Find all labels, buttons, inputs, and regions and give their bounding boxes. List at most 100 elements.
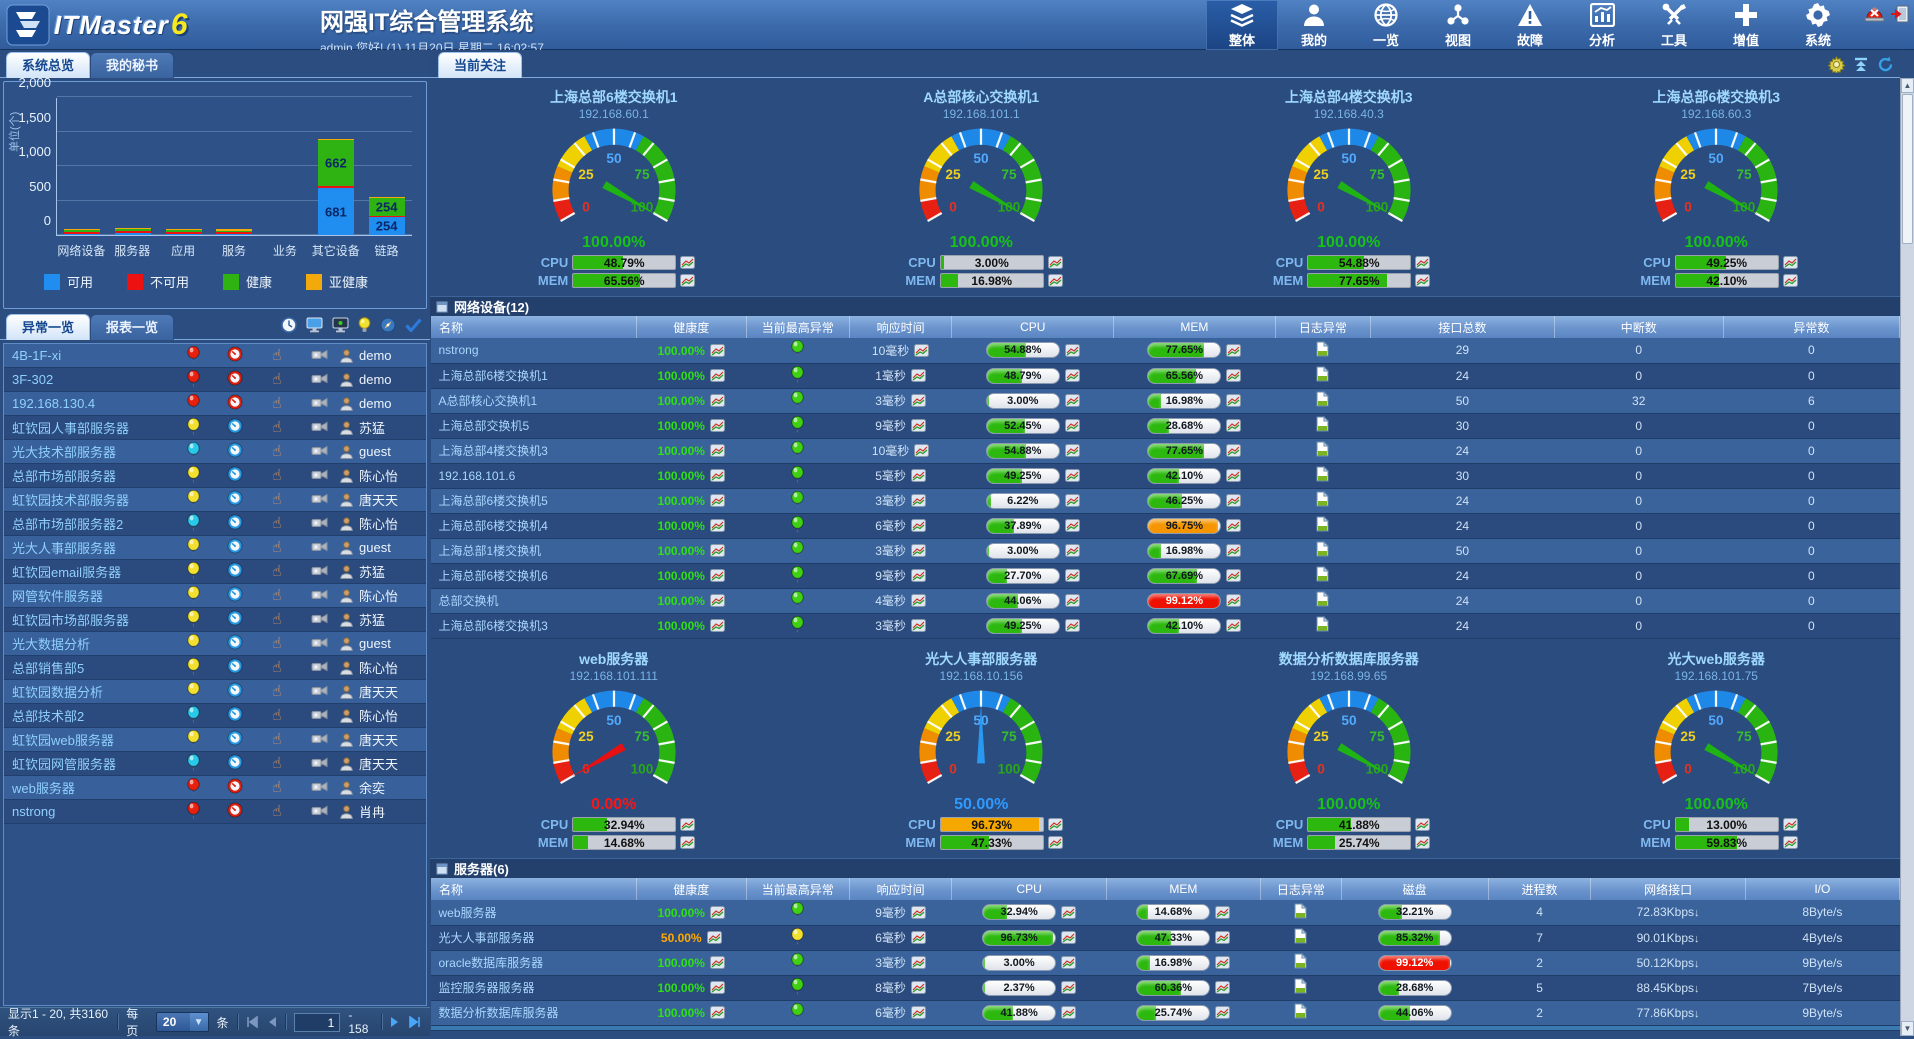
column-header[interactable]: 日志异常 (1275, 316, 1370, 338)
mini-chart-icon[interactable] (911, 544, 926, 557)
mini-chart-icon[interactable] (1783, 818, 1798, 831)
hand-pointer-icon[interactable]: ☝ (272, 395, 281, 412)
column-header[interactable]: 当前最高异常 (746, 878, 849, 900)
scroll-down-icon[interactable]: ▼ (1901, 1021, 1914, 1036)
collapse-icon[interactable] (1853, 57, 1869, 78)
mini-chart-icon[interactable] (1226, 519, 1241, 532)
abnormal-row[interactable]: 光大人事部服务器 ☝ guest (4, 536, 426, 560)
abnormal-row[interactable]: 光大数据分析 ☝ guest (4, 632, 426, 656)
abnormal-row[interactable]: 虹钦园技术部服务器 ☝ 唐天天 (4, 488, 426, 512)
device-name[interactable]: 总部技术部2 (4, 706, 172, 725)
network-device-row[interactable]: 上海总部交换机5 100.00% 9毫秒 52.45% 28.68% 30 0 … (431, 413, 1900, 438)
mini-gauge-icon[interactable] (227, 466, 243, 482)
log-document-icon[interactable] (1316, 541, 1329, 557)
abnormal-row[interactable]: 总部销售部5 ☝ 陈心怡 (4, 656, 426, 680)
per-page-select[interactable]: 20 ▼ (156, 1012, 209, 1032)
abnormal-row[interactable]: 4B-1F-xi ☝ demo (4, 344, 426, 368)
status-balloon-icon[interactable] (791, 566, 804, 583)
scroll-up-icon[interactable]: ▲ (1901, 78, 1914, 93)
mini-chart-icon[interactable] (710, 594, 725, 607)
log-document-icon[interactable] (1316, 516, 1329, 532)
hand-pointer-icon[interactable]: ☝ (272, 635, 281, 652)
device-name[interactable]: 上海总部6楼交换机5 (431, 488, 637, 513)
abnormal-row[interactable]: 虹钦园市场部服务器 ☝ 苏猛 (4, 608, 426, 632)
status-balloon-icon[interactable] (187, 346, 200, 363)
hand-pointer-icon[interactable]: ☝ (272, 659, 281, 676)
status-balloon-icon[interactable] (187, 730, 200, 747)
network-device-row[interactable]: 上海总部6楼交换机3 100.00% 3毫秒 49.25% 42.10% 24 … (431, 613, 1900, 638)
column-header[interactable]: MEM (1114, 316, 1276, 338)
nav-item-system[interactable]: 系统 (1782, 0, 1854, 50)
mini-chart-icon[interactable] (911, 594, 926, 607)
gauge-device-name[interactable]: 光大人事部服务器 (798, 642, 1166, 669)
device-name[interactable]: 4B-1F-xi (4, 348, 172, 363)
status-balloon-icon[interactable] (187, 490, 200, 507)
status-balloon-icon[interactable] (791, 441, 804, 458)
mini-chart-icon[interactable] (1226, 494, 1241, 507)
mini-chart-icon[interactable] (1065, 519, 1080, 532)
hand-pointer-icon[interactable]: ☝ (272, 611, 281, 628)
device-name[interactable]: oracle数据库服务器 (431, 950, 637, 975)
device-name[interactable]: 总部销售部5 (4, 658, 172, 677)
mini-gauge-icon[interactable] (227, 490, 243, 506)
column-header[interactable]: 当前最高异常 (746, 316, 849, 338)
alarm-icon[interactable] (1864, 4, 1885, 29)
status-balloon-icon[interactable] (187, 802, 200, 819)
hand-pointer-icon[interactable]: ☝ (272, 755, 281, 772)
device-name[interactable]: web服务器 (431, 900, 637, 925)
camera-icon[interactable] (311, 348, 328, 361)
mini-gauge-icon[interactable] (227, 730, 243, 746)
camera-icon[interactable] (311, 636, 328, 649)
column-header[interactable]: MEM (1106, 878, 1260, 900)
device-name[interactable]: 总部市场部服务器2 (4, 514, 172, 533)
camera-icon[interactable] (311, 780, 328, 793)
mini-chart-icon[interactable] (1226, 444, 1241, 457)
status-balloon-icon[interactable] (791, 978, 804, 995)
mini-chart-icon[interactable] (680, 818, 695, 831)
mini-chart-icon[interactable] (710, 906, 725, 919)
device-name[interactable]: 光大人事部服务器 (4, 538, 172, 557)
hand-pointer-icon[interactable]: ☝ (272, 491, 281, 508)
server-row[interactable]: web服务器 100.00% 9毫秒 32.94% 14.68% 32.21% … (431, 900, 1900, 925)
mini-chart-icon[interactable] (710, 1006, 725, 1019)
column-header[interactable]: 磁盘 (1341, 878, 1488, 900)
status-balloon-icon[interactable] (791, 616, 804, 633)
mini-chart-icon[interactable] (1415, 274, 1430, 287)
mini-gauge-icon[interactable] (227, 682, 243, 698)
camera-icon[interactable] (311, 756, 328, 769)
hand-pointer-icon[interactable]: ☝ (272, 443, 281, 460)
status-balloon-icon[interactable] (791, 541, 804, 558)
log-document-icon[interactable] (1316, 366, 1329, 382)
mini-chart-icon[interactable] (710, 444, 725, 457)
abnormal-row[interactable]: 虹钦园人事部服务器 ☝ 苏猛 (4, 416, 426, 440)
hand-pointer-icon[interactable]: ☝ (272, 371, 281, 388)
mini-chart-icon[interactable] (911, 1006, 926, 1019)
log-document-icon[interactable] (1316, 616, 1329, 632)
network-device-row[interactable]: 上海总部4楼交换机3 100.00% 10毫秒 54.88% 77.65% 24… (431, 438, 1900, 463)
mini-chart-icon[interactable] (1226, 594, 1241, 607)
gear-icon[interactable] (1828, 56, 1845, 78)
gauge-device-name[interactable]: 上海总部4楼交换机3 (1165, 80, 1533, 107)
hand-pointer-icon[interactable]: ☝ (272, 587, 281, 604)
mini-chart-icon[interactable] (1048, 836, 1063, 849)
mini-chart-icon[interactable] (911, 931, 926, 944)
device-name[interactable]: 上海总部交换机5 (431, 413, 637, 438)
mini-chart-icon[interactable] (707, 931, 722, 944)
mini-gauge-icon[interactable] (227, 610, 243, 626)
nav-item-addon[interactable]: 增值 (1710, 0, 1782, 50)
mini-chart-icon[interactable] (710, 544, 725, 557)
device-name[interactable]: 虹钦园市场部服务器 (4, 610, 172, 629)
tab-我的秘书[interactable]: 我的秘书 (90, 52, 174, 78)
device-name[interactable]: 3F-302 (4, 372, 172, 387)
mini-chart-icon[interactable] (911, 469, 926, 482)
mini-chart-icon[interactable] (1415, 818, 1430, 831)
column-header[interactable]: CPU (952, 878, 1106, 900)
next-page-button[interactable] (390, 1016, 400, 1028)
tab-current-focus[interactable]: 当前关注 (438, 52, 522, 78)
mini-chart-icon[interactable] (911, 369, 926, 382)
mini-chart-icon[interactable] (710, 519, 725, 532)
abnormal-row[interactable]: 总部市场部服务器 ☝ 陈心怡 (4, 464, 426, 488)
nav-item-faults[interactable]: 故障 (1494, 0, 1566, 50)
gauge-device-name[interactable]: 上海总部6楼交换机3 (1533, 80, 1901, 107)
hand-pointer-icon[interactable]: ☝ (272, 539, 281, 556)
